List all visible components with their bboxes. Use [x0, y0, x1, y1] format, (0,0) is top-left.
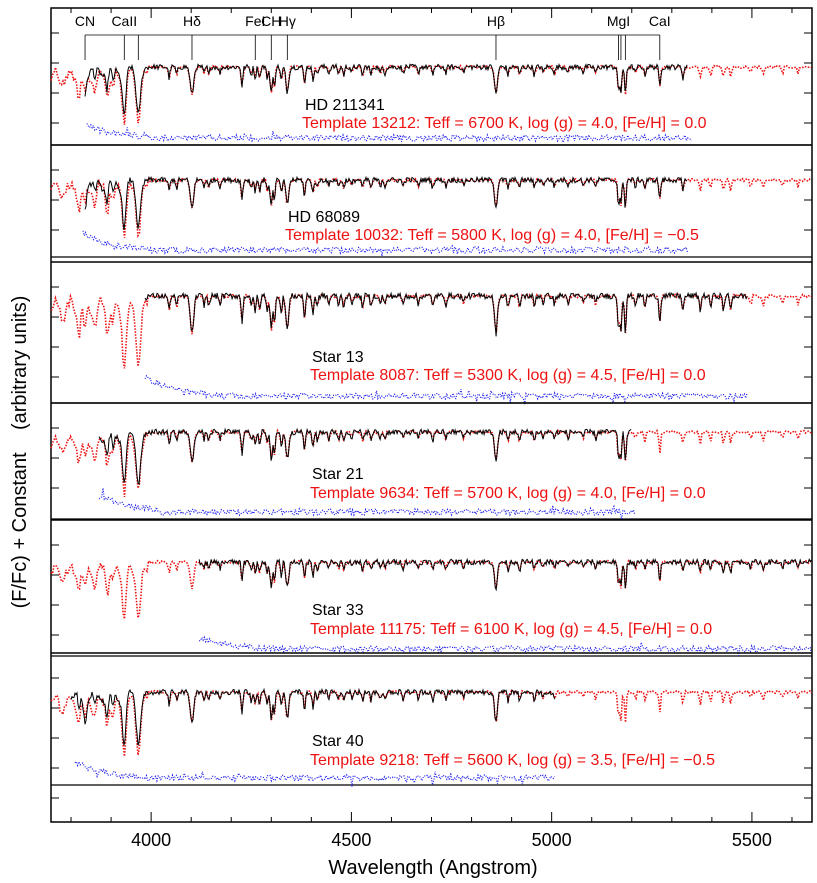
star-label: HD 211341	[305, 97, 385, 114]
line-id-label: FeI	[245, 13, 265, 29]
template-spectrum	[50, 292, 812, 369]
line-id-label: MgI	[607, 13, 630, 29]
line-id-label: Hβ	[487, 13, 505, 29]
template-label: Template 8087: Teff = 5300 K, log (g) = …	[310, 367, 706, 384]
line-id-label: CH	[261, 13, 281, 29]
residual-spectrum	[86, 123, 692, 144]
line-id-label: CaII	[111, 13, 137, 29]
template-label: Template 9634: Teff = 5700 K, log (g) = …	[310, 485, 706, 502]
line-id-label: CN	[75, 13, 95, 29]
template-spectrum	[50, 558, 812, 620]
residual-spectrum	[144, 374, 748, 405]
observed-spectrum	[84, 175, 688, 231]
template-label: Template 11175: Teff = 6100 K, log (g) =…	[310, 621, 712, 638]
line-id-label: CaI	[649, 13, 671, 29]
residual-spectrum	[98, 488, 636, 520]
residual-spectrum	[199, 635, 813, 656]
star-label: HD 68089	[288, 209, 360, 226]
star-label: Star 33	[312, 602, 364, 619]
x-axis-label: Wavelength (Angstrom)	[328, 857, 537, 879]
x-tick-label: 5000	[532, 830, 572, 850]
star-label: Star 40	[312, 733, 364, 750]
template-spectrum	[50, 689, 813, 757]
observed-spectrum	[198, 557, 812, 592]
template-label: Template 10032: Teff = 5800 K, log (g) =…	[285, 227, 699, 244]
line-id-label: Hδ	[183, 13, 201, 29]
template-label: Template 9218: Teff = 5600 K, log (g) = …	[310, 752, 715, 769]
x-tick-label: 4500	[331, 830, 371, 850]
residual-spectrum	[74, 760, 556, 787]
x-tick-label: 5500	[732, 830, 772, 850]
line-id-label: Hγ	[279, 13, 296, 29]
observed-spectrum	[70, 687, 556, 746]
observed-spectrum	[84, 62, 688, 115]
y-axis-label: (F/Fc) + Constant (arbitrary units)	[9, 296, 31, 609]
observed-spectrum	[98, 427, 632, 485]
x-tick-label: 4000	[131, 830, 171, 850]
observed-spectrum	[144, 291, 748, 337]
star-label: Star 13	[312, 349, 364, 366]
star-label: Star 21	[312, 466, 364, 483]
template-label: Template 13212: Teff = 6700 K, log (g) =…	[302, 115, 707, 132]
